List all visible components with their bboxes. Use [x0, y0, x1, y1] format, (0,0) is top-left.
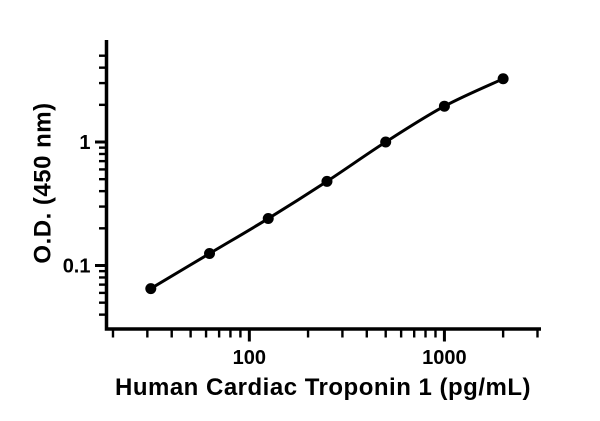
x-axis-title: Human Cardiac Troponin 1 (pg/mL) — [115, 374, 531, 401]
axes-spine — [104, 40, 541, 331]
x-tick-label: 100 — [233, 347, 266, 369]
y-tick-label: 0.1 — [63, 255, 91, 277]
chart-plot-area: 0.1 1 100 1000 — [63, 40, 541, 369]
data-point-marker — [438, 100, 450, 112]
data-point-marker — [380, 136, 392, 148]
y-tick-label: 1 — [79, 132, 90, 154]
data-point-marker — [321, 175, 333, 187]
data-point-marker — [497, 73, 509, 85]
y-axis-title: O.D. (450 nm) — [29, 102, 56, 263]
data-point-marker — [204, 248, 216, 260]
data-point-marker — [262, 213, 274, 225]
data-point-marker — [145, 283, 157, 295]
x-tick-label: 1000 — [422, 347, 467, 369]
